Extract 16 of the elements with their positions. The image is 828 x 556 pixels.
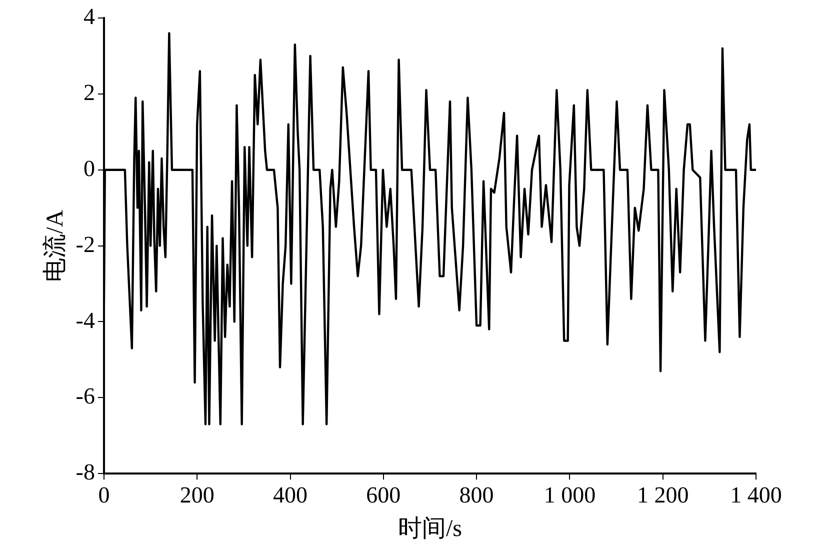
y-axis-title: 电流/A — [42, 209, 69, 282]
x-tick-label: 1 000 — [544, 482, 596, 508]
y-tick-label: -8 — [76, 460, 95, 485]
y-tick-label: 0 — [83, 156, 95, 181]
y-tick-label: 2 — [83, 80, 95, 105]
x-tick-label: 400 — [273, 482, 308, 508]
y-tick-label: -6 — [76, 384, 95, 409]
y-tick-label: -2 — [76, 232, 95, 257]
x-tick-label: 1 200 — [636, 482, 689, 508]
y-tick-label: -4 — [76, 308, 96, 333]
x-tick-label: 600 — [366, 482, 401, 508]
y-tick-label: 4 — [83, 4, 96, 30]
x-axis-title: 时间/s — [398, 516, 462, 542]
x-tick-label: 1 400 — [730, 482, 782, 508]
x-tick-label: 200 — [180, 482, 214, 508]
x-tick-label: 800 — [459, 482, 494, 508]
